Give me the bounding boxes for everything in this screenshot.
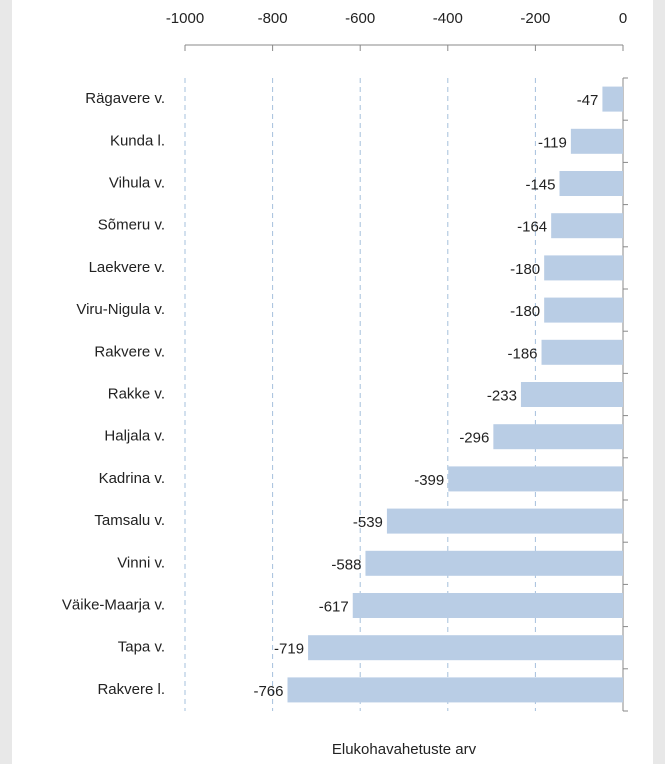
y-tick-label: Rakvere v.	[94, 343, 165, 360]
data-label: -296	[459, 430, 489, 447]
y-tick-label: Viru-Nigula v.	[76, 301, 165, 318]
x-tick-label: -800	[258, 10, 288, 27]
data-label: -180	[510, 303, 540, 320]
y-tick-label: Vinni v.	[117, 554, 165, 571]
data-label: -766	[253, 683, 283, 700]
data-label: -719	[274, 641, 304, 658]
y-tick-label: Kunda l.	[110, 132, 165, 149]
bar	[559, 171, 623, 196]
x-tick-label: -1000	[166, 10, 204, 27]
bar	[551, 213, 623, 239]
bar	[308, 635, 623, 661]
y-tick-label: Tapa v.	[118, 639, 165, 656]
bar	[570, 128, 623, 154]
bar	[448, 466, 623, 492]
y-tick-label: Laekvere v.	[89, 259, 165, 276]
bar	[520, 382, 623, 407]
y-tick-label: Kadrina v.	[99, 470, 165, 487]
x-tick-label: -600	[345, 10, 375, 27]
x-tick-label: 0	[619, 10, 627, 27]
data-label: -233	[487, 387, 517, 404]
bar	[544, 255, 623, 281]
data-label: -588	[331, 556, 361, 573]
y-tick-label: Vihula v.	[109, 174, 165, 191]
x-tick-label: -200	[520, 10, 550, 27]
y-tick-label: Rägavere v.	[85, 90, 165, 107]
bar	[541, 339, 623, 365]
y-tick-label: Tamsalu v.	[94, 512, 165, 529]
y-tick-label: Väike-Maarja v.	[62, 596, 165, 613]
data-label: -399	[414, 472, 444, 489]
bar	[287, 677, 623, 703]
data-label: -145	[525, 176, 555, 193]
x-tick-label: -400	[433, 10, 463, 27]
x-axis-title: Elukohavahetuste arv	[332, 741, 477, 758]
bar	[544, 297, 623, 323]
data-label: -180	[510, 261, 540, 278]
data-label: -186	[508, 345, 538, 362]
y-tick-label: Haljala v.	[104, 428, 165, 445]
data-label: -539	[353, 514, 383, 531]
y-tick-label: Sõmeru v.	[98, 217, 165, 234]
bar	[352, 593, 623, 618]
bar	[386, 508, 623, 534]
bar	[493, 424, 623, 450]
y-tick-label: Rakvere l.	[97, 681, 165, 698]
data-label: -119	[538, 134, 567, 151]
bar	[602, 86, 623, 112]
data-label: -47	[577, 92, 599, 109]
data-label: -164	[517, 219, 547, 236]
bar	[365, 550, 623, 576]
y-tick-label: Rakke v.	[108, 385, 165, 402]
data-label: -617	[319, 598, 349, 615]
